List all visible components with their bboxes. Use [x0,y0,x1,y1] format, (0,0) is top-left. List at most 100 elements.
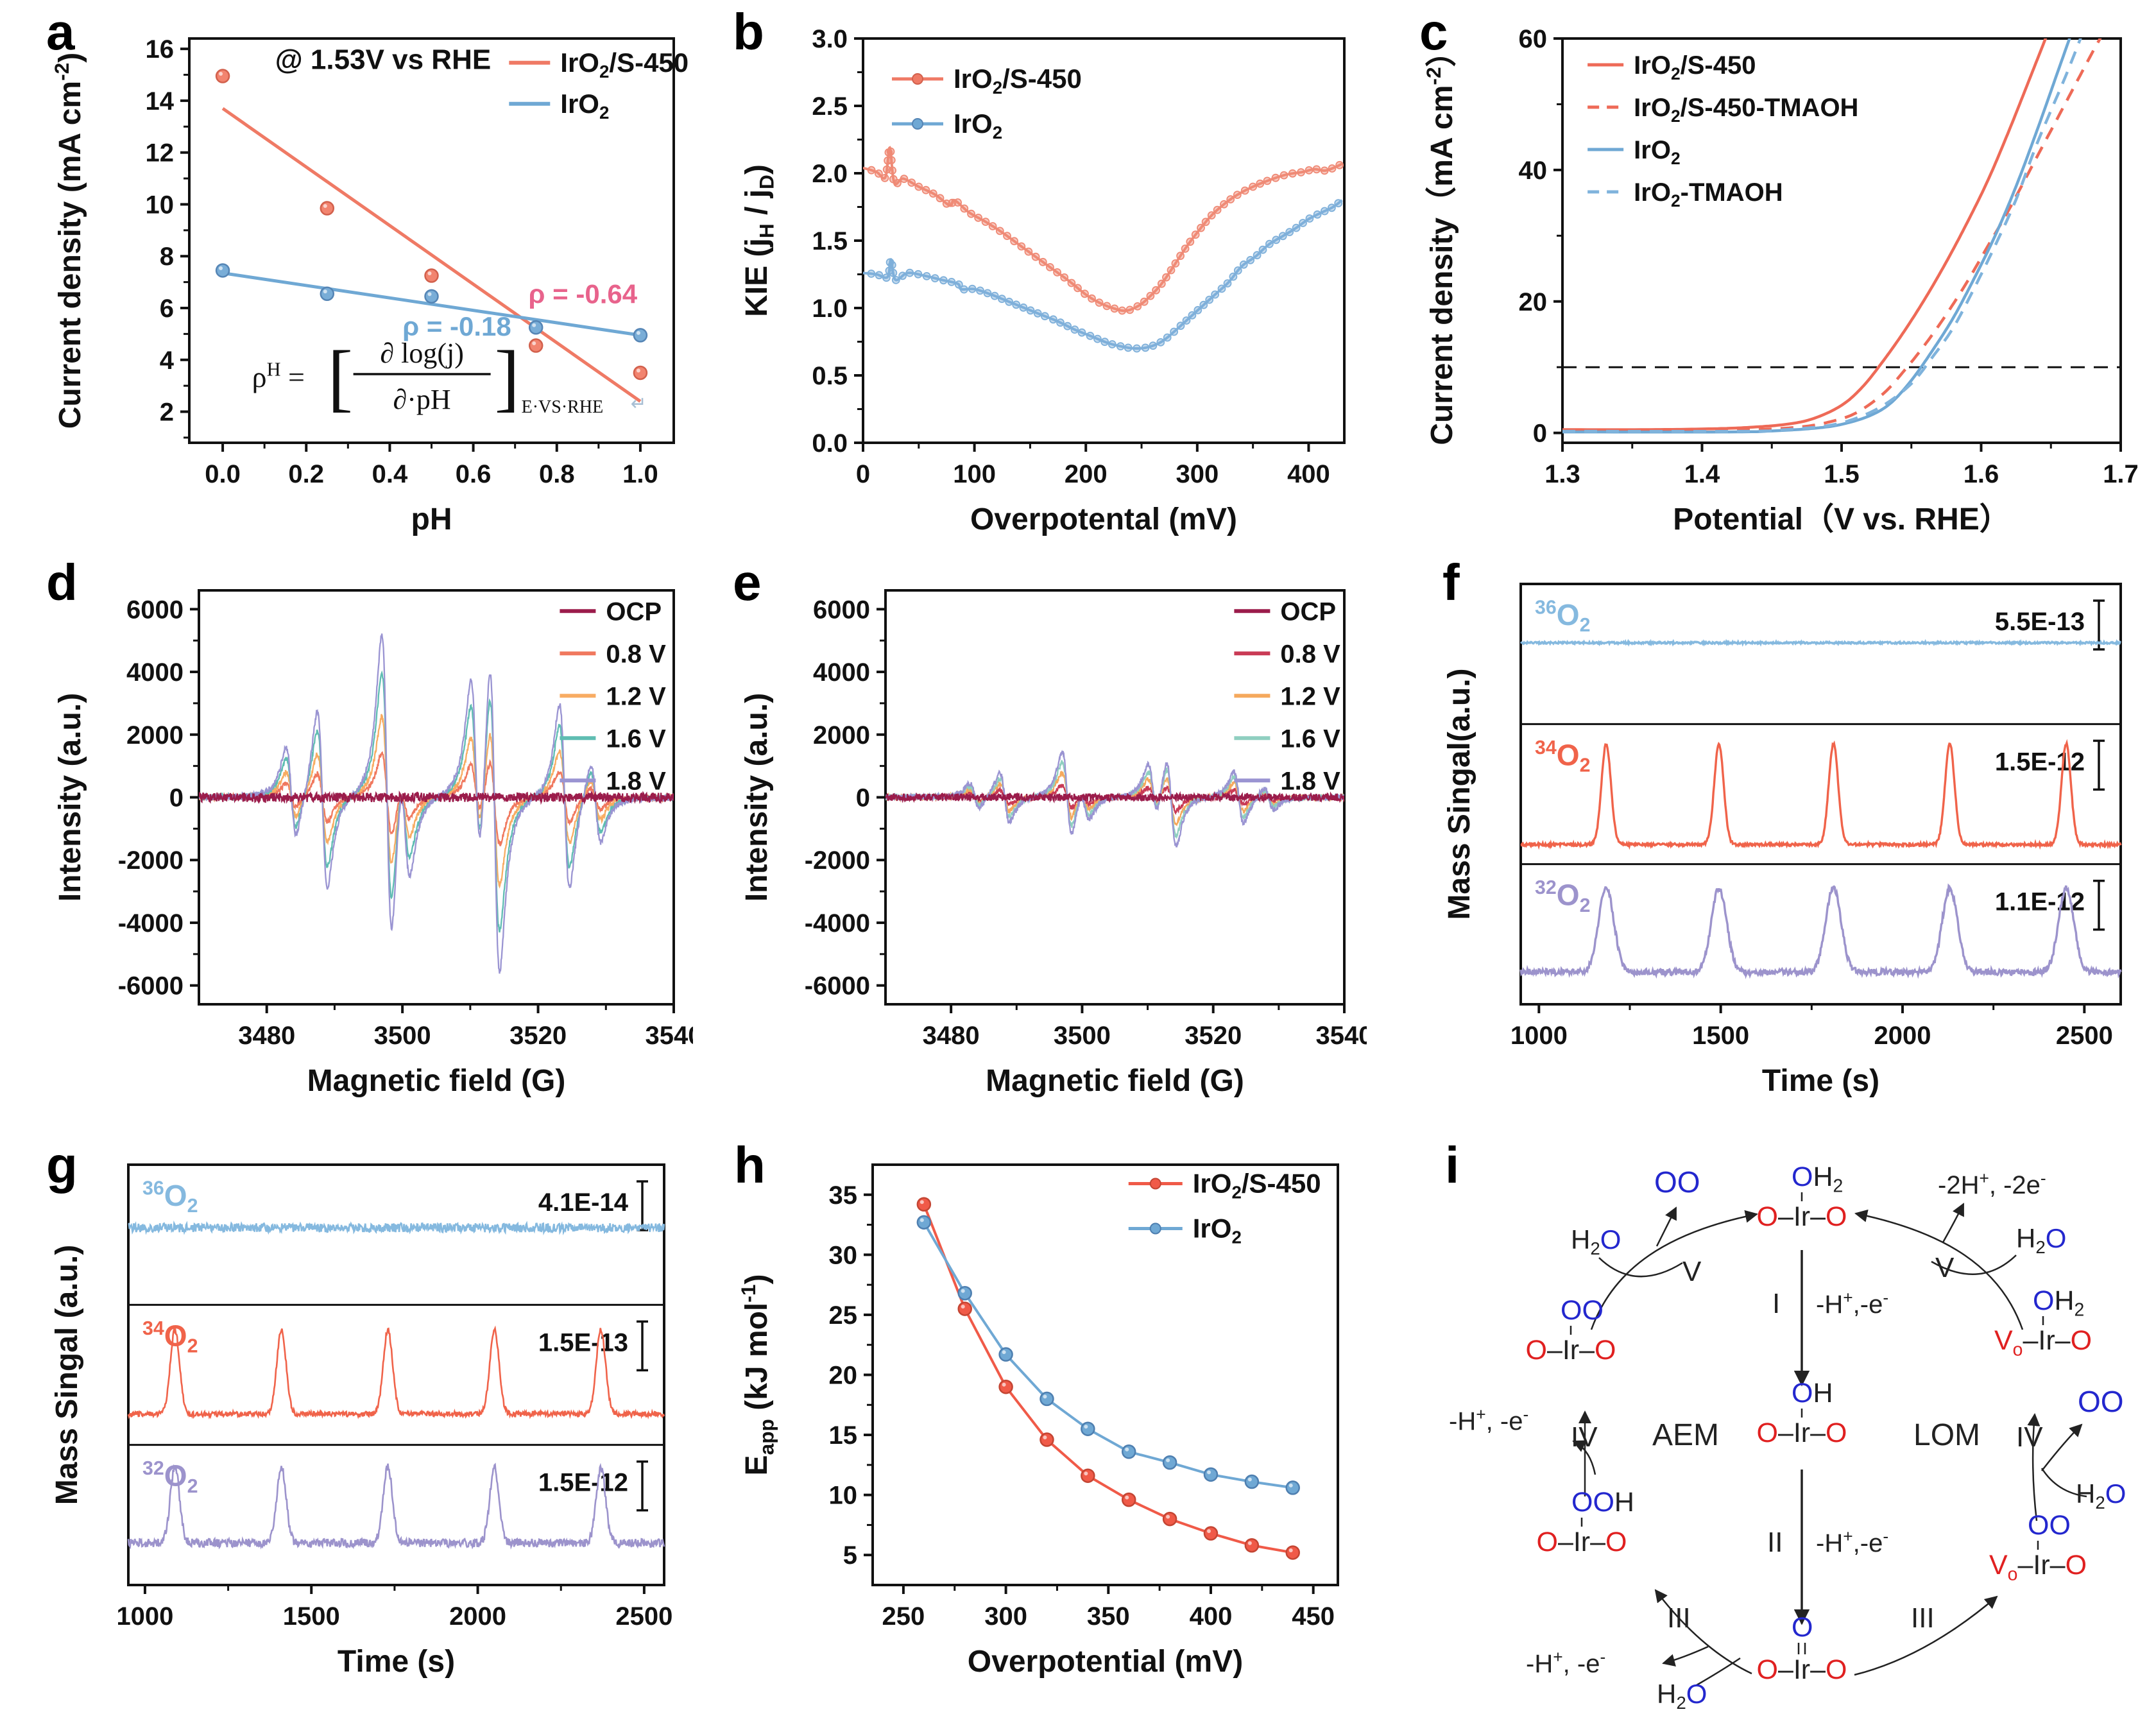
svg-text:2000: 2000 [813,721,870,750]
svg-text:3540: 3540 [1316,1022,1367,1050]
svg-text:15: 15 [829,1421,858,1450]
panel-letter-a: a [46,3,75,60]
svg-text:II: II [1767,1527,1783,1558]
svg-text:450: 450 [1292,1602,1335,1631]
svg-text:OCP: OCP [606,597,662,626]
svg-text:OOH: OOH [1571,1487,1634,1518]
svg-text:IrO2: IrO2 [1193,1213,1242,1247]
svg-text:Time (s): Time (s) [1762,1064,1879,1098]
svg-text:Overpotential (mV): Overpotential (mV) [968,1645,1243,1679]
svg-text:14: 14 [146,87,175,116]
svg-text:Vo–Ir–O: Vo–Ir–O [1989,1550,2087,1584]
svg-text:IV: IV [2016,1421,2043,1453]
panel-letter-i: i [1445,1136,1460,1194]
svg-text:I: I [1772,1288,1780,1319]
svg-text:1.2 V: 1.2 V [606,682,666,710]
svg-text:0.5: 0.5 [812,362,848,390]
svg-text:1.5E-12: 1.5E-12 [1995,748,2085,776]
svg-text:OO: OO [1654,1165,1700,1199]
panel-i-plot: OH2 O–Ir–O OH O–Ir–O O O–Ir–O OO O–Ir–O OOH O–Ir–… [1449,1161,2126,1713]
svg-text:0: 0 [856,460,870,488]
svg-text:1.5E-12: 1.5E-12 [538,1469,628,1497]
svg-text:ρ = -0.18: ρ = -0.18 [402,311,511,341]
svg-text:-H+,-e-: -H+,-e- [1816,1288,1888,1319]
svg-text:2.0: 2.0 [812,160,848,188]
svg-text:0.8 V: 0.8 V [606,640,666,668]
panel-letter-g: g [46,1136,78,1194]
svg-text:6: 6 [160,295,174,323]
svg-text:0.8 V: 0.8 V [1280,640,1340,668]
svg-text:OH2: OH2 [2033,1285,2084,1320]
svg-text:36O2: 36O2 [1535,597,1590,637]
panel-h-activation-energy-chart: 250 300 350 400 450 5 10 15 20 25 30 35 Overpotentia… [725,1136,1367,1701]
panel-i-mechanism-diagram: OH2 O–Ir–O OH O–Ir–O O O–Ir–O OO O–Ir–O OOH O–Ir–… [1431,1136,2156,1713]
svg-text:32O2: 32O2 [1535,877,1590,916]
svg-text:-6000: -6000 [118,972,184,1000]
svg-text:III: III [1667,1602,1691,1634]
panel-letter-b: b [733,3,764,60]
svg-text:0.2: 0.2 [288,460,324,488]
svg-text:1.7: 1.7 [2103,460,2139,488]
svg-text:OCP: OCP [1280,597,1336,626]
svg-text:IrO2/S-450: IrO2/S-450 [560,47,689,81]
svg-text:2500: 2500 [615,1602,672,1631]
svg-text:0: 0 [1533,420,1547,448]
panel-h-plot: 250 300 350 400 450 5 10 15 20 25 30 35 Overpotentia… [737,1163,1339,1679]
svg-text:4.1E-14: 4.1E-14 [538,1188,629,1217]
svg-text:Magnetic field (G): Magnetic field (G) [307,1064,566,1098]
svg-text:H2O: H2O [2016,1223,2066,1257]
svg-text:1.6 V: 1.6 V [1280,724,1340,753]
svg-text:10: 10 [829,1482,858,1510]
svg-text:∂ log(j): ∂ log(j) [380,338,464,369]
svg-text:pH: pH [411,502,452,536]
svg-text:Potential（V vs. RHE）: Potential（V vs. RHE） [1673,502,2010,536]
panel-letter-e: e [733,554,762,611]
svg-text:ρH =: ρH = [252,359,305,393]
svg-text:-H+, -e-: -H+, -e- [1526,1647,1605,1678]
svg-text:25: 25 [829,1301,858,1330]
panel-d-plot: 3480 3500 3520 3540 -6000 -4000 -2000 0 2000 4000… [53,589,702,1098]
svg-text:350: 350 [1087,1602,1130,1631]
panel-b-kie-chart: 0 100 200 300 400 0.0 0.5 1.0 1.5 2.0 2.5 3.0 Overpo… [725,13,1367,545]
svg-text:-4000: -4000 [118,909,184,938]
panel-letter-f: f [1442,554,1460,611]
svg-text:-H+, -e-: -H+, -e- [1449,1405,1528,1435]
svg-text:3500: 3500 [374,1022,431,1050]
svg-text:-H+,-e-: -H+,-e- [1816,1527,1888,1557]
svg-text:IrO2-TMAOH: IrO2-TMAOH [1634,178,1783,210]
panel-g-plot: 1000 1500 2000 2500 Time (s) Mass Singal (a.u… [50,1163,672,1679]
svg-text:H2O: H2O [1657,1679,1707,1713]
panel-c-plot: 1.3 1.4 1.5 1.6 1.7 0 20 40 60 Potential（V vs. RH… [1422,25,2139,536]
svg-text:1500: 1500 [1692,1022,1749,1050]
svg-text:O–Ir–O: O–Ir–O [1756,1418,1847,1448]
svg-text:5.5E-13: 5.5E-13 [1995,608,2085,636]
svg-text:1.5: 1.5 [812,227,848,255]
svg-text:III: III [1911,1602,1935,1634]
svg-text:20: 20 [1519,288,1548,316]
panel-e-epr-chart: 3480 3500 3520 3540 -6000 -4000 -2000 0 2000 4000… [725,565,1373,1110]
svg-text:2000: 2000 [1874,1022,1931,1050]
svg-text:@ 1.53V vs RHE: @ 1.53V vs RHE [275,44,491,75]
svg-text:OH: OH [1792,1378,1833,1409]
svg-text:2000: 2000 [126,721,184,750]
panel-e-plot: 3480 3500 3520 3540 -6000 -4000 -2000 0 2000 4000… [740,589,1373,1098]
svg-text:H2O: H2O [1571,1224,1621,1258]
panel-a-ph-dependence-chart: 0.0 0.2 0.4 0.6 0.8 1.0 2 4 6 8 10 12 14 16 pH Current … [38,13,693,545]
svg-text:4: 4 [160,347,175,375]
svg-text:300: 300 [1176,460,1219,488]
svg-text:-2000: -2000 [118,846,184,875]
svg-text:4000: 4000 [126,658,184,687]
svg-text:30: 30 [829,1241,858,1269]
svg-text:-4000: -4000 [805,909,870,938]
panel-f-dems-chart: 1000 1500 2000 2500 Time (s) Mass Singal(a.u.… [1431,565,2150,1110]
panel-g-dems-chart: 1000 1500 2000 2500 Time (s) Mass Singal (a.u… [38,1136,693,1701]
svg-text:400: 400 [1287,460,1330,488]
svg-text:IrO2: IrO2 [560,89,609,123]
svg-text:3.0: 3.0 [812,25,848,53]
svg-text:IV: IV [1571,1421,1598,1453]
svg-text:35: 35 [829,1181,858,1210]
svg-text:60: 60 [1519,25,1548,53]
svg-text:32O2: 32O2 [142,1458,198,1497]
svg-text:IrO2: IrO2 [954,108,1002,142]
svg-text:1.3: 1.3 [1544,460,1580,488]
